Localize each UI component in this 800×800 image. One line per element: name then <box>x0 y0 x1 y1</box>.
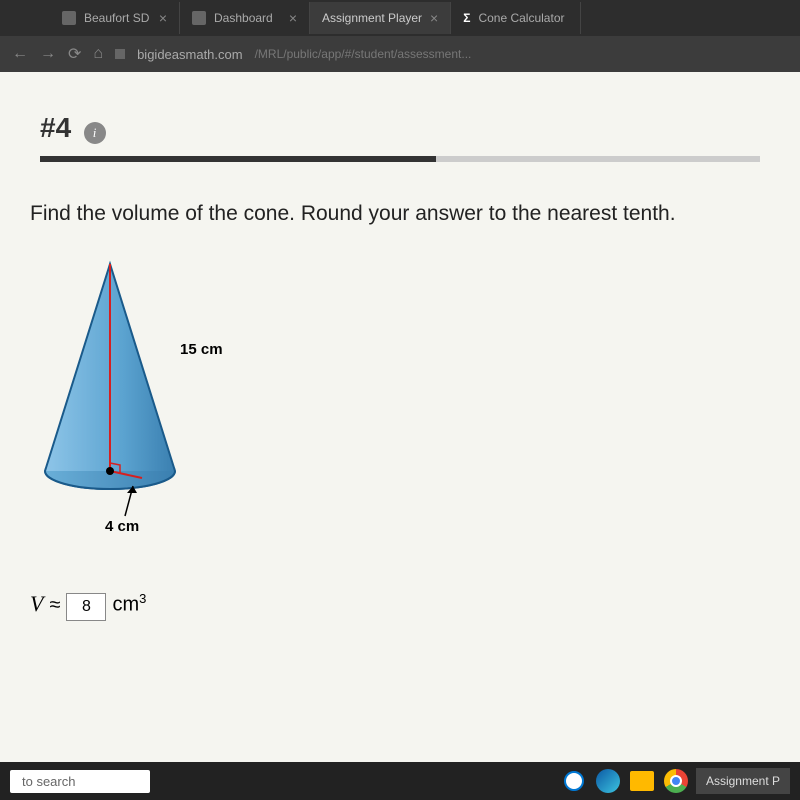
cone-svg <box>30 256 190 516</box>
page-content: #4 i Find the volume of the cone. Round … <box>0 72 800 762</box>
search-input[interactable]: to search <box>10 770 150 793</box>
unit-exponent: 3 <box>139 591 146 606</box>
taskbar-badge[interactable]: Assignment P <box>696 768 790 794</box>
tab-calculator[interactable]: Σ Cone Calculator <box>451 2 581 34</box>
chrome-icon[interactable] <box>662 767 690 795</box>
tab-favicon <box>192 11 206 25</box>
tab-beaufort[interactable]: Beaufort SD × <box>50 2 180 34</box>
question-header: #4 i <box>0 92 800 177</box>
sigma-icon: Σ <box>463 11 470 25</box>
height-arrow <box>125 351 185 353</box>
approx-symbol: ≈ <box>49 594 60 617</box>
cone-diagram: 15 cm 4 cm <box>30 256 250 536</box>
close-icon[interactable]: × <box>430 10 438 26</box>
taskbar: to search Assignment P <box>0 762 800 800</box>
address-bar: ← → ⟳ ⌂ bigideasmath.com /MRL/public/app… <box>0 36 800 72</box>
close-icon[interactable]: × <box>289 10 297 26</box>
tab-assignment[interactable]: Assignment Player × <box>310 2 451 34</box>
question-number: #4 <box>40 112 71 144</box>
browser-tabs: Beaufort SD × Dashboard × Assignment Pla… <box>0 0 800 36</box>
site-icon <box>115 49 125 59</box>
radius-arrow <box>115 481 145 521</box>
info-icon[interactable]: i <box>84 122 106 144</box>
question-prompt: Find the volume of the cone. Round your … <box>30 202 770 226</box>
answer-input[interactable] <box>66 593 106 621</box>
tab-label: Dashboard <box>214 11 273 25</box>
url-domain[interactable]: bigideasmath.com <box>137 47 243 62</box>
cortana-icon[interactable] <box>560 767 588 795</box>
variable-label: V <box>30 591 43 617</box>
tab-label: Assignment Player <box>322 11 422 25</box>
radius-label: 4 cm <box>105 518 139 535</box>
reload-icon[interactable]: ⟳ <box>68 44 81 64</box>
close-icon[interactable]: × <box>159 10 167 26</box>
answer-row: V ≈ cm3 <box>0 561 800 621</box>
folder-icon[interactable] <box>628 767 656 795</box>
question-body: Find the volume of the cone. Round your … <box>0 177 800 561</box>
back-icon[interactable]: ← <box>12 45 28 63</box>
edge-icon[interactable] <box>594 767 622 795</box>
progress-fill <box>40 156 436 162</box>
tab-dashboard[interactable]: Dashboard × <box>180 2 310 34</box>
tab-favicon <box>62 11 76 25</box>
url-path: /MRL/public/app/#/student/assessment... <box>255 47 472 61</box>
forward-icon[interactable]: → <box>40 45 56 63</box>
progress-bar <box>40 156 760 162</box>
height-label: 15 cm <box>180 341 223 358</box>
tab-label: Beaufort SD <box>84 11 149 25</box>
unit-label: cm3 <box>112 591 146 617</box>
unit-text: cm <box>112 594 139 616</box>
home-icon[interactable]: ⌂ <box>93 45 103 63</box>
tab-label: Cone Calculator <box>478 11 564 25</box>
